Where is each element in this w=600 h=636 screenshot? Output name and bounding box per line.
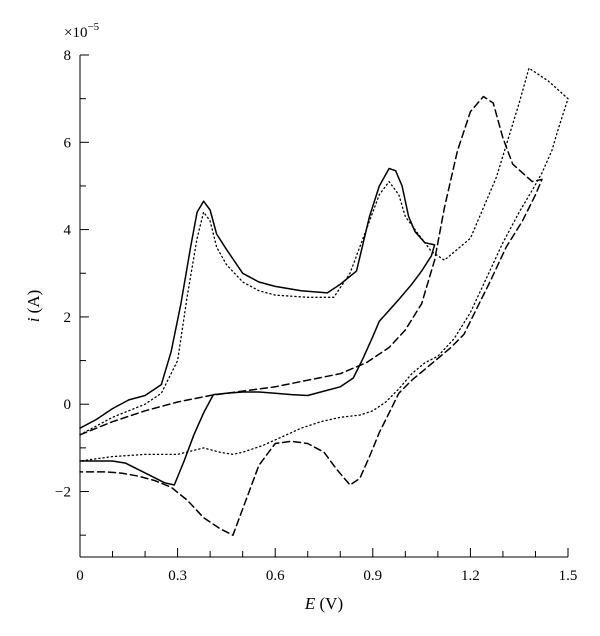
x-tick-label: 0.9 xyxy=(363,568,382,584)
dashed-curve xyxy=(79,95,543,536)
x-axis-label-unit: (V) xyxy=(315,594,343,613)
plot-area: −2 0 2 4 6 8 0 0.3 0.6 0.9 1.2 1.5 xyxy=(55,48,577,584)
y-axis-label-variable: i xyxy=(24,317,43,322)
x-tick-label: 1.5 xyxy=(559,568,578,584)
y-axis-ticks: −2 0 2 4 6 8 xyxy=(55,48,89,536)
y-multiplier-base: ×10 xyxy=(64,25,87,41)
x-axis-label-variable: E xyxy=(304,594,316,613)
y-tick-label: 4 xyxy=(64,223,72,239)
solid-curve xyxy=(79,167,436,486)
y-tick-label: 0 xyxy=(64,397,72,413)
x-tick-label: 0 xyxy=(76,568,84,584)
x-tick-label: 0.3 xyxy=(168,568,187,584)
y-axis-multiplier: ×10−5 xyxy=(64,21,100,41)
y-tick-label: −2 xyxy=(55,485,71,501)
y-tick-label: 8 xyxy=(64,48,72,64)
x-axis-ticks: 0 0.3 0.6 0.9 1.2 1.5 xyxy=(76,548,577,584)
series-layer xyxy=(79,67,569,536)
y-axis-label: i (A) xyxy=(24,290,43,323)
y-multiplier-exponent: −5 xyxy=(87,21,99,33)
x-tick-label: 1.2 xyxy=(461,568,480,584)
x-axis-label: E (V) xyxy=(304,594,343,613)
y-tick-label: 6 xyxy=(64,135,72,151)
x-tick-label: 0.6 xyxy=(266,568,285,584)
y-tick-label: 2 xyxy=(64,310,72,326)
y-axis-label-unit: (A) xyxy=(24,290,43,318)
dotted-curve xyxy=(79,67,569,462)
